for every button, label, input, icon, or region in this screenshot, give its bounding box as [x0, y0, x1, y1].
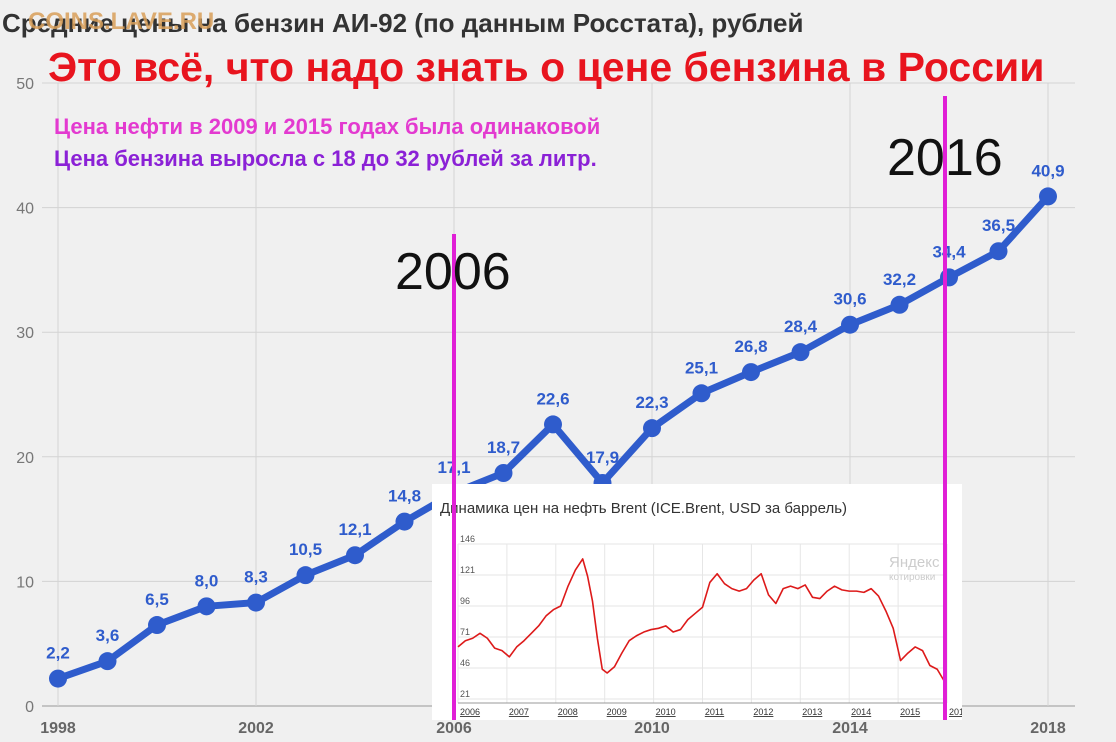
- brent-x-tick-label: 2015: [900, 707, 920, 717]
- data-point: [247, 593, 265, 612]
- main-y-axis: 0 10 20 30 40 50: [16, 76, 34, 716]
- data-point: [1039, 187, 1057, 206]
- year-2006-label: 2006: [395, 243, 511, 301]
- data-point: [98, 652, 117, 671]
- data-point: [890, 295, 909, 314]
- data-label: 30,6: [833, 290, 866, 309]
- y-tick-label: 0: [25, 699, 34, 716]
- data-label: 2,2: [46, 644, 70, 663]
- year-2006-marker-line: [452, 234, 456, 720]
- y-tick-label: 30: [16, 325, 34, 342]
- data-label: 25,1: [685, 358, 718, 377]
- data-point: [197, 597, 216, 616]
- data-label: 3,6: [96, 626, 120, 645]
- y-tick-label: 50: [16, 76, 34, 93]
- brent-chart-title: Динамика цен на нефть Brent (ICE.Brent, …: [440, 500, 848, 517]
- x-tick-label: 2014: [832, 720, 868, 737]
- petrol-price-note: Цена бензина выросла с 18 до 32 рублей з…: [54, 146, 597, 171]
- data-point: [841, 315, 859, 334]
- data-label: 18,7: [487, 438, 520, 457]
- y-tick-label: 10: [16, 574, 34, 591]
- site-watermark: COINS.LAVE.RU: [28, 8, 215, 35]
- yandex-logo: Яндекс: [889, 554, 940, 571]
- data-point: [791, 343, 810, 362]
- brent-y-tick-label: 146: [460, 534, 475, 544]
- y-tick-label: 40: [16, 201, 34, 218]
- oil-price-note: Цена нефти в 2009 и 2015 годах была один…: [54, 114, 601, 139]
- data-label: 36,5: [982, 216, 1015, 235]
- brent-x-tick-label: 2009: [607, 707, 627, 717]
- brent-y-tick-label: 96: [460, 596, 470, 606]
- x-tick-label: 2002: [238, 720, 274, 737]
- data-label: 17,9: [586, 448, 619, 467]
- data-point: [494, 463, 513, 482]
- data-label: 14,8: [388, 487, 421, 506]
- data-label: 12,1: [338, 520, 371, 539]
- data-point: [395, 512, 414, 531]
- y-tick-label: 20: [16, 450, 34, 467]
- year-2016-marker-line: [943, 96, 947, 720]
- data-label: 34,4: [932, 242, 966, 261]
- brent-x-tick-label: 2014: [851, 707, 871, 717]
- data-label: 28,4: [784, 317, 818, 336]
- data-point: [296, 566, 315, 585]
- brent-oil-inset-chart: 21 46 71 96 121 146 2006 2007 2008 2009 2010 2011 2…: [432, 484, 962, 720]
- data-label: 22,3: [635, 393, 668, 412]
- main-x-axis: 1998 2002 2006 2010 2014 2018: [40, 720, 1066, 737]
- data-point: [742, 363, 760, 382]
- brent-y-tick-label: 71: [460, 627, 470, 637]
- brent-x-tick-label: 2013: [802, 707, 822, 717]
- data-label: 6,5: [145, 590, 169, 609]
- x-tick-label: 2010: [634, 720, 670, 737]
- brent-y-axis: 21 46 71 96 121 146: [460, 534, 475, 699]
- data-point: [643, 419, 661, 438]
- data-point: [148, 616, 166, 635]
- data-point: [544, 415, 562, 434]
- data-point: [989, 242, 1008, 261]
- headline: Это всё, что надо знать о цене бензина в…: [48, 44, 1045, 90]
- x-tick-label: 1998: [40, 720, 76, 737]
- yandex-quotes-label: котировки: [889, 572, 936, 583]
- brent-price-series: [457, 558, 946, 683]
- x-tick-label: 2006: [436, 720, 472, 737]
- brent-x-tick-label: 2010: [656, 707, 676, 717]
- brent-x-tick-label: 2006: [460, 707, 480, 717]
- x-tick-label: 2018: [1030, 720, 1066, 737]
- brent-x-tick-label: 2008: [558, 707, 578, 717]
- brent-y-tick-label: 46: [460, 658, 470, 668]
- data-label: 8,0: [195, 571, 219, 590]
- data-label: 40,9: [1031, 161, 1064, 180]
- data-label: 26,8: [734, 337, 767, 356]
- brent-y-tick-label: 121: [460, 565, 475, 575]
- brent-x-tick-label: 2012: [753, 707, 773, 717]
- chart-title: Средние цены на бензин АИ-92 (по данным …: [2, 8, 804, 38]
- data-point: [692, 384, 711, 403]
- brent-y-tick-label: 21: [460, 689, 470, 699]
- data-label: 8,3: [244, 568, 268, 587]
- brent-x-axis: 2006 2007 2008 2009 2010 2011 2012 2013 2014 2015…: [460, 707, 962, 717]
- data-point: [346, 546, 364, 565]
- brent-gridlines: [457, 543, 948, 704]
- brent-x-tick-label: 2011: [705, 707, 724, 717]
- data-label: 32,2: [883, 270, 916, 289]
- year-2016-label: 2016: [887, 129, 1003, 187]
- data-label: 22,6: [536, 389, 569, 408]
- brent-x-tick-label: 2007: [509, 707, 529, 717]
- data-point: [49, 669, 67, 688]
- brent-x-tick-label: 2016: [949, 707, 962, 717]
- brent-price-line: [457, 558, 946, 683]
- data-label: 10,5: [289, 540, 322, 559]
